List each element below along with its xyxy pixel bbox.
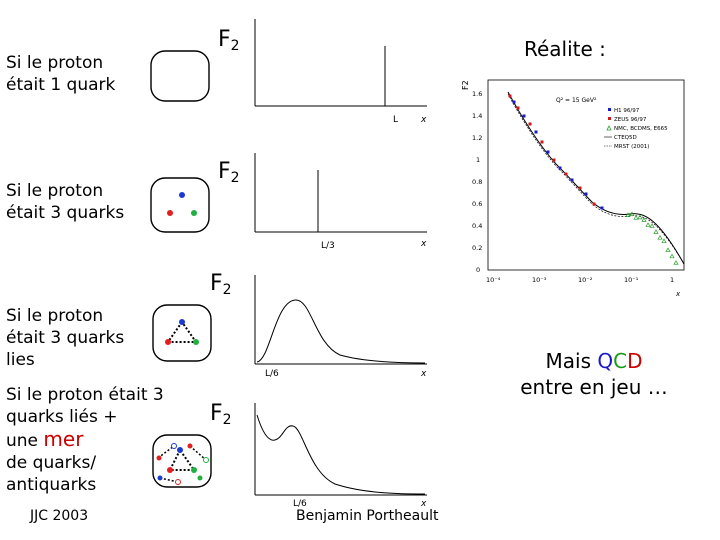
inset-nmc-point xyxy=(629,211,635,216)
realite-heading: Réalite : xyxy=(524,37,606,61)
inset-nmc-point xyxy=(625,212,631,217)
quark-red xyxy=(167,210,173,216)
svg-text:CTEQ5D: CTEQ5D xyxy=(614,135,637,141)
sea-word: mer xyxy=(43,427,84,451)
plot-2: L/3 x xyxy=(254,153,427,251)
f2-curve-4 xyxy=(256,414,426,495)
f2-curve-3 xyxy=(256,299,426,364)
inset-data-point xyxy=(600,206,604,210)
inset-nmc-point xyxy=(669,253,675,259)
svg-text:0.4: 0.4 xyxy=(472,222,482,230)
x-axis-label-4: x xyxy=(420,499,427,509)
footer-right: Benjamin Portheault xyxy=(296,508,439,524)
svg-text:10⁻¹: 10⁻¹ xyxy=(624,276,639,284)
x-axis-label-1: x xyxy=(420,115,427,125)
proton-bound-quarks-diagram xyxy=(152,304,212,362)
f2-label-4: F2 xyxy=(210,401,232,429)
inset-y-ticks: 1.6 1.4 1.2 1 0.8 0.6 0.4 0.2 0 xyxy=(472,90,482,274)
inset-nmc-point xyxy=(637,214,643,220)
inset-data-point xyxy=(516,106,520,110)
qcd-text: Mais QCD entre en jeu … xyxy=(520,349,668,399)
f2-label-2: F2 xyxy=(218,159,240,187)
f2-label-1: F2 xyxy=(218,27,240,55)
inset-legend: H1 96/97 ZEUS 96/97 NMC, BCDMS, E665 CTE… xyxy=(604,108,668,150)
inset-nmc-point xyxy=(633,215,639,220)
svg-text:x: x xyxy=(675,290,681,298)
plot-3: L/6 x xyxy=(254,275,427,379)
inset-data-point xyxy=(534,130,538,134)
plot-4: L/6 x xyxy=(254,403,427,509)
tick-label-1: L xyxy=(393,115,398,125)
inset-data-point xyxy=(546,150,550,154)
x-axis-label-3: x xyxy=(420,369,427,379)
inset-data-points xyxy=(508,94,679,265)
inset-data-point xyxy=(522,114,526,118)
inset-nmc-point xyxy=(657,234,663,240)
inset-f2-data-plot: F2 1.6 1.4 1.2 1 0.8 0.6 0.4 0.2 0 10⁻⁴ … xyxy=(461,79,685,298)
inset-data-point xyxy=(570,178,574,182)
inset-nmc-point xyxy=(653,229,659,234)
footer-left: JJC 2003 xyxy=(30,508,89,524)
quark-blue xyxy=(179,192,185,198)
svg-text:ZEUS 96/97: ZEUS 96/97 xyxy=(614,117,647,123)
x-axis-label-2: x xyxy=(420,239,427,249)
svg-text:1.2: 1.2 xyxy=(472,134,482,142)
proton-sea-diagram xyxy=(152,434,212,488)
svg-text:1: 1 xyxy=(670,276,674,284)
row3-label: Si le proton était 3 quarks lies xyxy=(6,306,125,370)
svg-text:MRST (2001): MRST (2001) xyxy=(614,144,649,150)
row4-label: Si le proton était 3 quarks liés + une m… xyxy=(6,385,164,495)
proton-1-quark-diagram xyxy=(150,50,210,102)
inset-nmc-point xyxy=(665,247,671,252)
gluon-triangle xyxy=(166,320,198,343)
inset-data-point xyxy=(528,122,532,126)
inset-ylabel: F2 xyxy=(461,80,470,90)
tick-label-2: L/3 xyxy=(321,241,335,251)
inset-nmc-point xyxy=(649,223,655,228)
svg-text:1.6: 1.6 xyxy=(472,90,482,98)
inset-fit-curve xyxy=(507,91,685,265)
inset-data-point xyxy=(552,158,556,162)
inset-nmc-point xyxy=(673,260,679,265)
inset-nmc-point xyxy=(645,222,651,227)
svg-text:H1 96/97: H1 96/97 xyxy=(614,108,640,114)
inset-data-point xyxy=(564,172,568,176)
svg-text:0.2: 0.2 xyxy=(472,244,482,252)
svg-text:10⁻²: 10⁻² xyxy=(578,276,593,284)
svg-text:10⁻³: 10⁻³ xyxy=(532,276,547,284)
plot-1: L x xyxy=(254,19,427,125)
svg-text:10⁻⁴: 10⁻⁴ xyxy=(486,276,501,284)
inset-data-point xyxy=(558,166,562,170)
inset-nmc-point xyxy=(641,217,647,222)
quark-green xyxy=(191,210,197,216)
inset-data-point xyxy=(592,202,596,206)
proton-3-quarks-diagram xyxy=(150,177,210,233)
svg-text:0: 0 xyxy=(476,266,480,274)
inset-data-point xyxy=(540,140,544,144)
svg-text:0.6: 0.6 xyxy=(472,200,482,208)
row2-label: Si le proton était 3 quarks xyxy=(6,181,125,223)
inset-data-point xyxy=(508,94,512,98)
inset-nmc-point xyxy=(661,238,667,243)
inset-data-point xyxy=(578,186,582,190)
inset-x-ticks: 10⁻⁴ 10⁻³ 10⁻² 10⁻¹ 1 xyxy=(486,276,674,284)
svg-text:0.8: 0.8 xyxy=(472,178,482,186)
f2-label-3: F2 xyxy=(210,271,232,299)
inset-q2: Q² = 15 GeV² xyxy=(556,97,597,104)
svg-text:1.4: 1.4 xyxy=(472,112,482,120)
row1-label: Si le proton était 1 quark xyxy=(6,53,116,95)
tick-label-4: L/6 xyxy=(293,499,307,509)
inset-data-point xyxy=(512,100,516,104)
tick-label-3: L/6 xyxy=(265,369,279,379)
inset-data-point xyxy=(584,192,588,196)
svg-text:1: 1 xyxy=(476,156,480,164)
svg-text:NMC, BCDMS, E665: NMC, BCDMS, E665 xyxy=(614,126,668,132)
